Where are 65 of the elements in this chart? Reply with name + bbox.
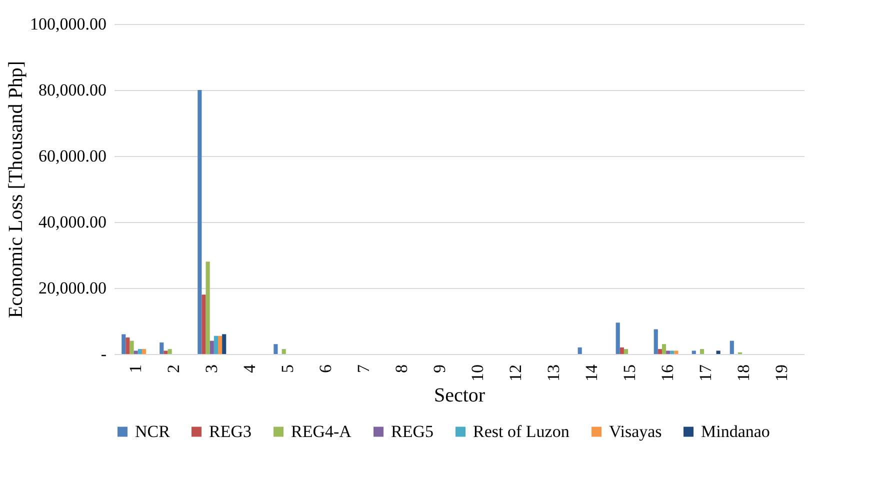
bar [666,350,670,354]
bar [658,349,662,354]
x-tick-label: 6 [316,364,335,373]
bar [198,90,202,354]
bar [654,329,658,354]
legend-label: Mindanao [701,422,770,441]
y-tick-label: 100,000.00 [30,14,106,34]
bar [222,334,226,354]
y-tick-label: - [100,344,107,364]
legend-label: Visayas [609,422,662,441]
bar [674,350,678,354]
x-tick-label: 8 [392,364,411,373]
bar [168,349,172,354]
y-tick-label: 80,000.00 [38,80,106,100]
x-tick-label: 17 [696,364,716,382]
bar [142,349,146,354]
x-tick-label: 4 [240,364,259,373]
legend-label: REG4-A [291,422,352,441]
y-tick-label: 40,000.00 [38,212,106,232]
legend-label: Rest of Luzon [473,422,570,441]
bar [126,338,130,354]
bar [214,336,218,354]
bar [130,340,134,354]
y-axis-title: Economic Loss [Thousand Php] [5,60,27,318]
bar [138,349,142,354]
bar [134,350,138,354]
bar [670,350,674,354]
y-tick-label: 20,000.00 [38,278,106,298]
bar [164,350,168,354]
legend-label: REG3 [209,422,252,441]
bar [210,340,214,354]
bar [218,336,222,354]
y-tick-label: 60,000.00 [38,146,106,166]
bar [282,349,286,354]
bar [206,262,210,354]
x-tick-label: 9 [430,364,449,373]
bar [692,350,696,354]
x-axis-title: Sector [434,384,486,406]
x-tick-label: 15 [620,364,640,382]
bar [700,349,704,354]
x-tick-label: 19 [772,364,792,382]
x-tick-label: 10 [468,364,488,382]
x-tick-label: 14 [582,364,602,382]
x-tick-label: 2 [164,364,183,373]
x-tick-label: 7 [354,364,373,373]
bar [616,322,620,354]
bar [274,344,278,354]
x-tick-label: 5 [278,364,297,373]
legend-label: REG5 [391,422,434,441]
x-tick-label: 18 [734,364,754,382]
bar [578,347,582,354]
bar [730,340,734,354]
x-tick-label: 13 [544,364,564,382]
bar [620,347,624,354]
legend-label: NCR [135,422,171,441]
bar [202,294,206,354]
x-tick-label: 1 [126,364,145,373]
x-tick-label: 16 [658,364,678,382]
bar [662,344,666,354]
x-tick-label: 12 [506,364,526,382]
x-tick-label: 3 [202,364,221,373]
bar [160,342,164,354]
bar [716,350,720,354]
bar [624,349,628,354]
bar [122,334,126,354]
